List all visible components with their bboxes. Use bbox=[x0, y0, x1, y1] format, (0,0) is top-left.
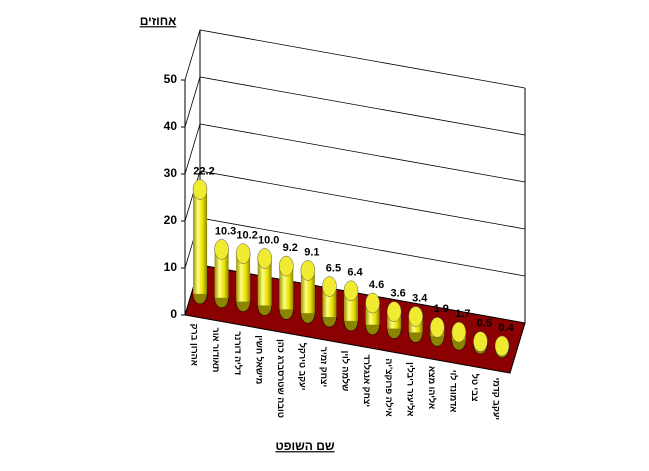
bar-top bbox=[473, 331, 488, 352]
y-tick-label: 0 bbox=[170, 307, 177, 321]
x-tick-label: צבי טל bbox=[470, 374, 480, 402]
bar-top bbox=[279, 255, 294, 277]
x-tick-label: אהרון ברק bbox=[190, 324, 200, 366]
x-tick-label: יצחק זמיר bbox=[319, 347, 329, 387]
value-label: 9.1 bbox=[304, 246, 319, 258]
bar-top bbox=[408, 306, 423, 327]
y-tick-label: 40 bbox=[164, 119, 178, 133]
bar bbox=[257, 258, 272, 306]
bar bbox=[214, 249, 229, 298]
x-tick-label: יעקב קדמי bbox=[492, 378, 502, 421]
x-tick-label: מישאל חשין bbox=[254, 335, 264, 384]
value-label: 6.4 bbox=[347, 267, 363, 279]
bar bbox=[300, 270, 315, 314]
x-tick-label: יצחק אנגלרד bbox=[362, 354, 372, 407]
value-label: 6.5 bbox=[326, 262, 341, 274]
value-label: 10.3 bbox=[215, 225, 236, 237]
x-tick-label: דליה דורנר bbox=[233, 331, 243, 375]
bar bbox=[193, 189, 207, 294]
value-label: 10.0 bbox=[258, 234, 279, 246]
value-label: 22.2 bbox=[193, 165, 214, 177]
value-label: 1.7 bbox=[455, 308, 470, 320]
y-tick-label: 20 bbox=[164, 213, 178, 227]
x-tick-label: תאודור אור bbox=[211, 328, 221, 373]
bar-top bbox=[430, 317, 445, 338]
bar-top bbox=[451, 321, 467, 343]
y-tick-label: 30 bbox=[164, 166, 178, 180]
bar-top bbox=[214, 239, 229, 260]
y-tick-label: 50 bbox=[164, 72, 178, 86]
x-axis-title: שם השופט bbox=[275, 439, 334, 453]
bar-top bbox=[494, 335, 510, 357]
bar bbox=[236, 253, 251, 302]
bar-top bbox=[322, 276, 337, 297]
bar-top bbox=[343, 280, 359, 302]
bar-top bbox=[235, 243, 251, 264]
value-label: 9.2 bbox=[283, 242, 298, 254]
y-axis-title: אחוזים bbox=[140, 14, 177, 28]
x-tick-label: אליהו מצא bbox=[427, 366, 437, 409]
bar bbox=[279, 266, 294, 310]
value-label: 1.9 bbox=[434, 303, 449, 315]
value-label: 0.5 bbox=[477, 318, 492, 330]
y-tick-label: 10 bbox=[164, 260, 178, 274]
value-label: 0.4 bbox=[498, 322, 514, 334]
x-tick-label: טובה שטרסברג כהן bbox=[276, 339, 286, 418]
bar-top bbox=[386, 301, 402, 322]
value-label: 3.6 bbox=[390, 288, 405, 300]
x-tick-label: שלמה לוין bbox=[341, 351, 351, 392]
x-tick-label: אליעזר ריבלין bbox=[405, 362, 415, 416]
value-label: 10.2 bbox=[236, 230, 257, 242]
grid-line bbox=[184, 29, 526, 89]
value-label: 4.6 bbox=[369, 279, 384, 291]
bar-top bbox=[257, 248, 272, 269]
x-tick-label: יעקב טירקל bbox=[297, 343, 307, 391]
x-tick-label: אילה פרוקצ'יה bbox=[384, 358, 394, 416]
grid-line bbox=[184, 76, 526, 136]
value-label: 3.4 bbox=[412, 292, 428, 304]
bar-top bbox=[192, 179, 208, 200]
grid-line bbox=[184, 123, 526, 183]
bar-top bbox=[300, 260, 316, 281]
grid-line bbox=[184, 170, 526, 230]
x-tick-label: אדמונד לוי bbox=[448, 370, 458, 413]
bar-top bbox=[365, 292, 380, 314]
